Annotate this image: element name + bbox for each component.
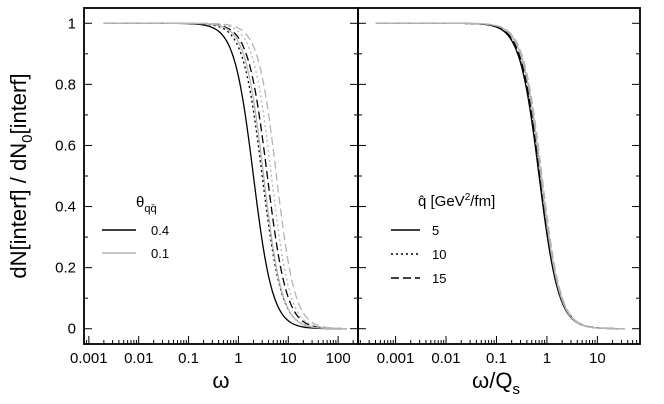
right-x-axis-label-sub: s bbox=[512, 381, 520, 398]
y-axis-label-suffix: [interf] bbox=[6, 73, 31, 134]
series-line-1-3 bbox=[375, 22, 625, 330]
y-tick-label: 0.2 bbox=[55, 260, 76, 277]
y-tick-label: 1 bbox=[68, 15, 76, 32]
left-legend-label-1: 0.1 bbox=[151, 246, 169, 261]
x-tick-label: 0.1 bbox=[486, 350, 507, 367]
y-axis-label: dN[interf] / dN0[interf] bbox=[6, 73, 36, 278]
series-line-0-5 bbox=[103, 22, 347, 330]
series-line-0-0 bbox=[103, 22, 347, 330]
x-tick-label: 0.001 bbox=[377, 350, 415, 367]
series-line-1-4 bbox=[375, 22, 625, 330]
y-tick-label: 0.8 bbox=[55, 76, 76, 93]
right-legend-label-2: 15 bbox=[432, 271, 446, 286]
y-axis-label-sub: 0 bbox=[19, 135, 36, 143]
y-tick-label: 0.6 bbox=[55, 137, 76, 154]
x-tick-label: 1 bbox=[234, 350, 242, 367]
left-legend-title-sub: qq̄ bbox=[144, 203, 156, 215]
chart-marks: 0.001 0.01 0.1 1 10 100 0 0.2 0.4 0.6 0.8 1 0.001 0.0… bbox=[55, 15, 641, 367]
right-legend: q̂ [GeV2/fm] 5 10 15 bbox=[391, 192, 495, 286]
series-line-0-1 bbox=[103, 22, 347, 330]
x-tick-label: 0.001 bbox=[70, 350, 108, 367]
x-tick-label: 1 bbox=[543, 350, 551, 367]
x-tick-label: 100 bbox=[326, 350, 351, 367]
series-line-1-0 bbox=[375, 22, 625, 330]
left-legend: θqq̄ 0.4 0.1 bbox=[102, 194, 169, 261]
right-legend-title-sup: 2 bbox=[465, 192, 471, 203]
right-plot-frame bbox=[357, 7, 641, 345]
left-x-axis-label: ω bbox=[212, 368, 229, 393]
series-line-1-2 bbox=[375, 22, 625, 330]
right-legend-label-1: 10 bbox=[432, 247, 446, 262]
x-tick-label: 0.01 bbox=[431, 350, 460, 367]
x-tick-label: 0.1 bbox=[178, 350, 199, 367]
left-legend-title: θqq̄ bbox=[136, 194, 157, 215]
x-tick-label: 0.01 bbox=[124, 350, 153, 367]
x-tick-label: 10 bbox=[280, 350, 297, 367]
series-line-0-4 bbox=[103, 22, 347, 330]
series-line-1-5 bbox=[375, 22, 625, 330]
right-x-axis-label: ω/Qs bbox=[472, 368, 520, 398]
left-plot-frame bbox=[83, 7, 359, 345]
y-tick-label: 0 bbox=[68, 321, 76, 338]
series-line-0-2 bbox=[103, 22, 347, 330]
right-legend-label-0: 5 bbox=[432, 223, 439, 238]
right-legend-title-suffix: /fm] bbox=[470, 193, 495, 210]
left-legend-label-0: 0.4 bbox=[151, 223, 169, 238]
right-legend-title: q̂ [GeV2/fm] bbox=[418, 192, 495, 210]
series-line-1-1 bbox=[375, 22, 625, 330]
y-tick-label: 0.4 bbox=[55, 199, 76, 216]
x-tick-label: 10 bbox=[589, 350, 606, 367]
series-line-0-3 bbox=[103, 22, 347, 330]
